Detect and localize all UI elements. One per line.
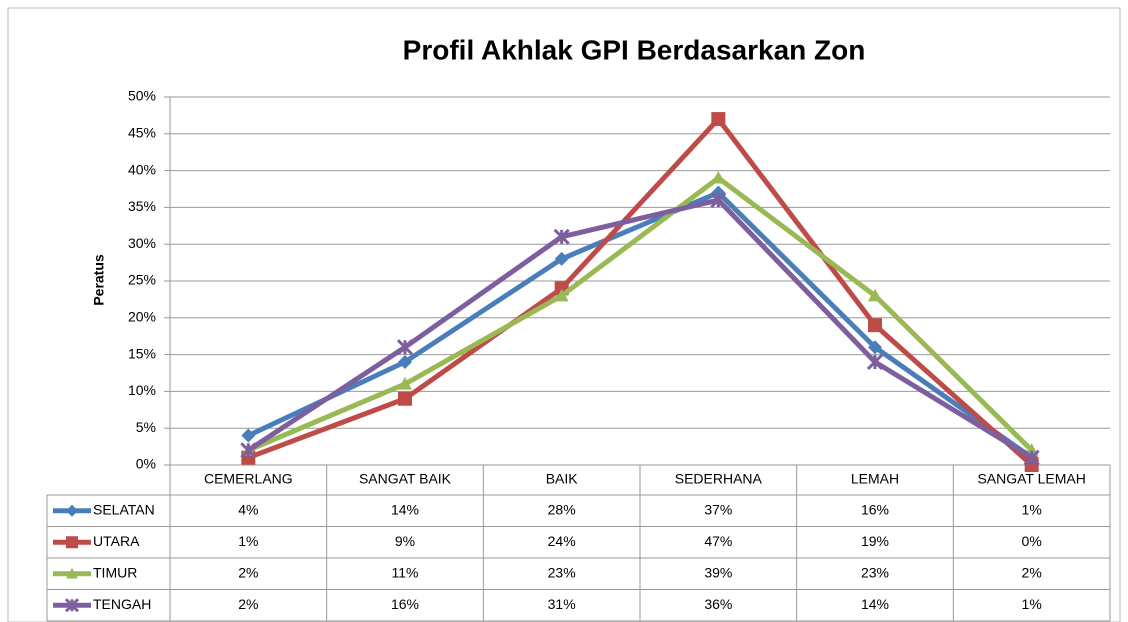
marker [868,318,882,333]
table-value: 16% [391,596,419,612]
legend-label: TENGAH [93,596,151,612]
y-tick-label: 10% [128,382,156,398]
table-value: 23% [548,564,576,580]
table-value: 16% [861,501,889,517]
marker [64,598,80,613]
table-value: 39% [704,564,732,580]
x-tick-label: SANGAT BAIK [359,471,452,487]
table-value: 24% [548,533,576,549]
table-value: 2% [238,596,258,612]
table-value: 2% [238,564,258,580]
y-tick-label: 45% [128,125,156,141]
y-tick-label: 50% [128,88,156,104]
marker [866,353,884,371]
table-value: 2% [1022,564,1042,580]
table-value: 19% [861,533,889,549]
legend-label: SELATAN [93,501,155,517]
x-tick-label: SEDERHANA [675,471,763,487]
y-tick-label: 5% [136,419,156,435]
marker [398,391,412,406]
marker [240,442,257,459]
table-value: 14% [861,596,889,612]
y-tick-label: 0% [136,456,156,472]
marker [1023,449,1040,466]
y-axis-label: Peratus [91,254,107,306]
y-tick-label: 25% [128,272,156,288]
marker [710,191,727,209]
series-line [246,197,1033,460]
table-value: 23% [861,564,889,580]
table-value: 14% [391,501,419,517]
table-value: 1% [1022,501,1042,517]
table-value: 9% [395,533,415,549]
marker [66,504,78,517]
table-value: 1% [238,533,258,549]
y-tick-label: 35% [128,198,156,214]
marker [711,112,726,127]
marker [66,567,78,579]
table-value: 11% [392,564,419,580]
table-value: 31% [548,596,576,612]
marker [868,340,882,355]
marker [711,170,726,184]
series-line [247,175,1034,453]
marker [398,354,412,369]
marker [396,339,414,356]
y-tick-label: 15% [128,345,156,361]
y-tick-label: 40% [128,161,156,177]
x-tick-label: LEMAH [851,471,899,487]
y-tick-label: 20% [128,309,156,325]
table-value: 1% [1022,596,1042,612]
frame [7,7,1121,622]
table-value: 28% [548,501,576,517]
table-value: 47% [704,533,732,549]
y-tick-label: 30% [128,235,156,251]
x-tick-label: SANGAT LEMAH [977,471,1085,487]
marker [241,428,256,443]
table-value: 37% [704,501,732,517]
chart-title: Profil Akhlak GPI Berdasarkan Zon [403,34,866,65]
x-tick-label: BAIK [546,471,579,487]
marker [398,377,412,390]
table-value: 0% [1022,533,1042,549]
x-tick-label: CEMERLANG [204,471,293,487]
marker [868,288,882,302]
legend-label: TIMUR [93,564,137,580]
table-value: 36% [704,596,732,612]
series-line [247,190,1034,460]
marker [553,228,570,245]
marker [554,251,569,266]
series-line [247,116,1034,467]
legend-label: UTARA [93,533,140,549]
marker [66,536,78,549]
marker [554,288,569,302]
table-value: 4% [238,501,258,517]
